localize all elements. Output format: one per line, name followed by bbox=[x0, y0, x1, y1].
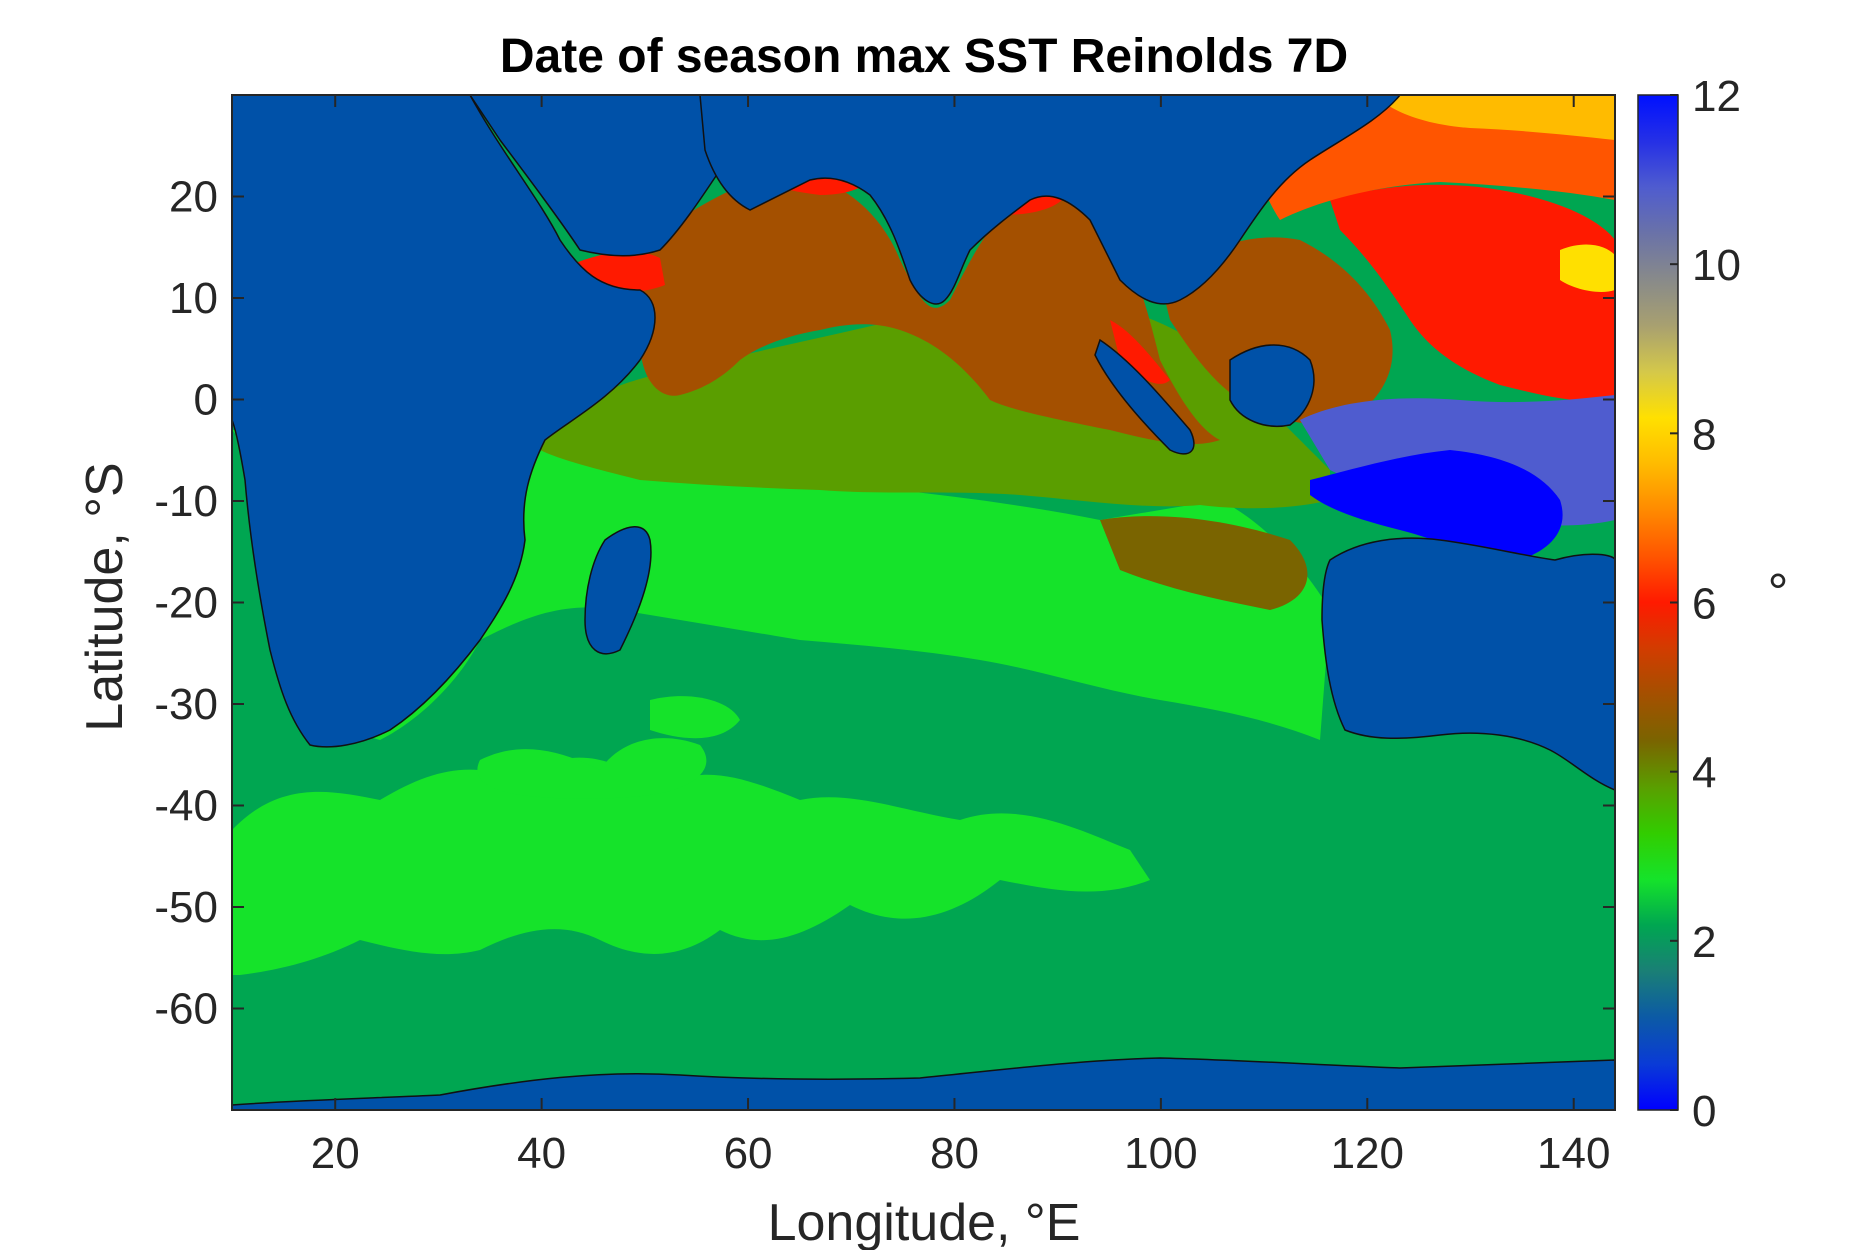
colorbar-tick-label: 8 bbox=[1692, 410, 1716, 459]
malacca-red bbox=[1110, 320, 1170, 384]
y-tick-label: -20 bbox=[154, 579, 218, 628]
colorbar-ticks: 0 2 4 6 8 10 12 bbox=[1670, 72, 1741, 1136]
colorbar-tick-label: 10 bbox=[1692, 241, 1741, 290]
x-tick-label: 20 bbox=[311, 1129, 360, 1178]
y-tick-label: 0 bbox=[194, 376, 218, 425]
australia-land bbox=[1321, 537, 1615, 791]
y-tick-label: 10 bbox=[169, 274, 218, 323]
x-tick-label: 60 bbox=[724, 1129, 773, 1178]
north-indian-brown bbox=[640, 170, 1220, 445]
madagascar-land bbox=[584, 526, 652, 655]
olive-patch-central bbox=[1100, 516, 1308, 610]
colorbar-tick-label: 4 bbox=[1692, 749, 1716, 798]
y-tick-label: -30 bbox=[154, 680, 218, 729]
colorbar-tick-label: 2 bbox=[1692, 918, 1716, 967]
y-tick-label: -10 bbox=[154, 477, 218, 526]
x-tick-label: 120 bbox=[1331, 1129, 1404, 1178]
southern-bright-patch-2 bbox=[650, 696, 740, 739]
map-area bbox=[232, 95, 1615, 1110]
south-china-sea-brown bbox=[1160, 237, 1393, 424]
y-tick-label: -40 bbox=[154, 782, 218, 831]
y-axis-label: Latitude, °S bbox=[76, 462, 134, 731]
y-tick-label: 20 bbox=[169, 173, 218, 222]
yellow-patch-northeast bbox=[1380, 95, 1615, 140]
yellow-patch-east bbox=[1560, 244, 1615, 292]
y-tick-label: -50 bbox=[154, 883, 218, 932]
colorbar-tick-label: 6 bbox=[1692, 580, 1716, 629]
x-tick-label: 140 bbox=[1537, 1129, 1610, 1178]
southern-bright-patch bbox=[477, 738, 707, 799]
western-pacific-red bbox=[1330, 184, 1615, 402]
antarctica-land bbox=[232, 1057, 1615, 1110]
y-axis-ticks: 20 10 0 -10 -20 -30 -40 -50 -60 bbox=[154, 173, 1615, 1034]
x-tick-label: 80 bbox=[930, 1129, 979, 1178]
x-axis-label: Longitude, °E bbox=[768, 1194, 1081, 1250]
indonesian-blue bbox=[1310, 450, 1563, 560]
colorbar-unit-label: ° bbox=[1768, 564, 1789, 622]
africa-land bbox=[232, 95, 656, 748]
chart-title: Date of season max SST Reinolds 7D bbox=[500, 30, 1348, 83]
asia-land bbox=[699, 95, 1401, 305]
y-tick-label: -60 bbox=[154, 985, 218, 1034]
x-tick-label: 40 bbox=[517, 1129, 566, 1178]
colorbar-tick-label: 12 bbox=[1692, 72, 1741, 121]
southern-bright-band bbox=[232, 757, 1150, 975]
colorbar-tick-label: 0 bbox=[1692, 1087, 1716, 1136]
borneo-land bbox=[1229, 344, 1315, 427]
sumatra-land bbox=[1094, 338, 1195, 455]
x-axis-ticks: 20 40 60 80 100 120 140 bbox=[311, 95, 1610, 1178]
x-tick-label: 100 bbox=[1124, 1129, 1197, 1178]
